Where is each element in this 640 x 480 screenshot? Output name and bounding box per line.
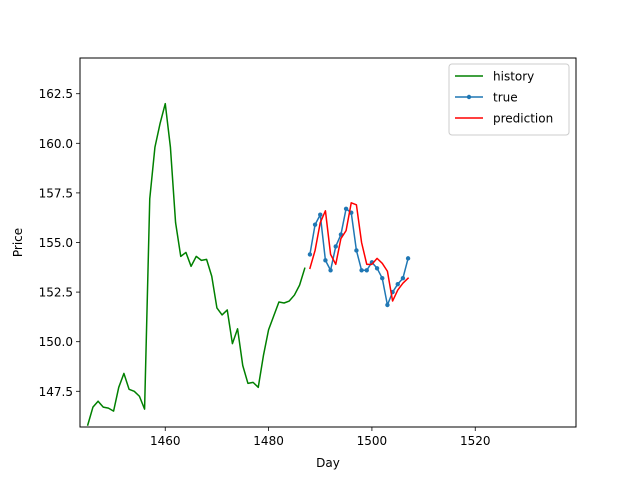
series-point-true <box>318 212 323 217</box>
y-tick-label: 160.0 <box>39 137 73 151</box>
y-tick-label: 157.5 <box>39 186 73 200</box>
series-point-true <box>385 302 390 308</box>
series-point-true <box>395 281 400 287</box>
legend-marker-true <box>466 94 472 100</box>
series-point-true <box>333 244 338 249</box>
legend-label-prediction: prediction <box>493 112 553 126</box>
series-point-true <box>307 252 313 257</box>
plot-area-frame <box>79 57 577 428</box>
x-tick-label: 1480 <box>253 434 284 448</box>
series-point-true <box>328 268 333 273</box>
legend: history true prediction <box>448 63 570 136</box>
x-tick-label: 1520 <box>460 434 491 448</box>
x-tick-label: 1500 <box>357 434 388 448</box>
series-point-true <box>323 258 328 263</box>
y-tick-label: 152.5 <box>39 286 73 300</box>
series-line-prediction <box>308 202 410 302</box>
series-point-true <box>354 248 359 253</box>
y-tick-label: 162.5 <box>39 87 73 101</box>
series-point-true <box>374 266 380 271</box>
series-point-true <box>312 222 318 227</box>
series-point-true <box>400 276 406 281</box>
x-tick-label: 1460 <box>150 434 181 448</box>
series-point-true <box>359 268 364 273</box>
legend-label-true: true <box>493 91 518 105</box>
series-point-true <box>364 268 369 273</box>
series-point-true <box>343 206 349 211</box>
series-point-true <box>380 276 385 281</box>
x-axis-label: Day <box>316 456 340 470</box>
series-point-true <box>405 256 411 261</box>
y-tick-label: 155.0 <box>39 236 73 250</box>
series-line-history <box>86 102 306 426</box>
axes-layer: 1460 1480 1500 1520 147.5 150.0 152.5 155.0 157.… <box>39 87 491 448</box>
legend-label-history: history <box>493 70 534 84</box>
series-layer <box>86 102 411 426</box>
y-tick-label: 147.5 <box>39 385 73 399</box>
y-axis-label: Price <box>11 228 25 257</box>
y-tick-label: 150.0 <box>39 335 73 349</box>
